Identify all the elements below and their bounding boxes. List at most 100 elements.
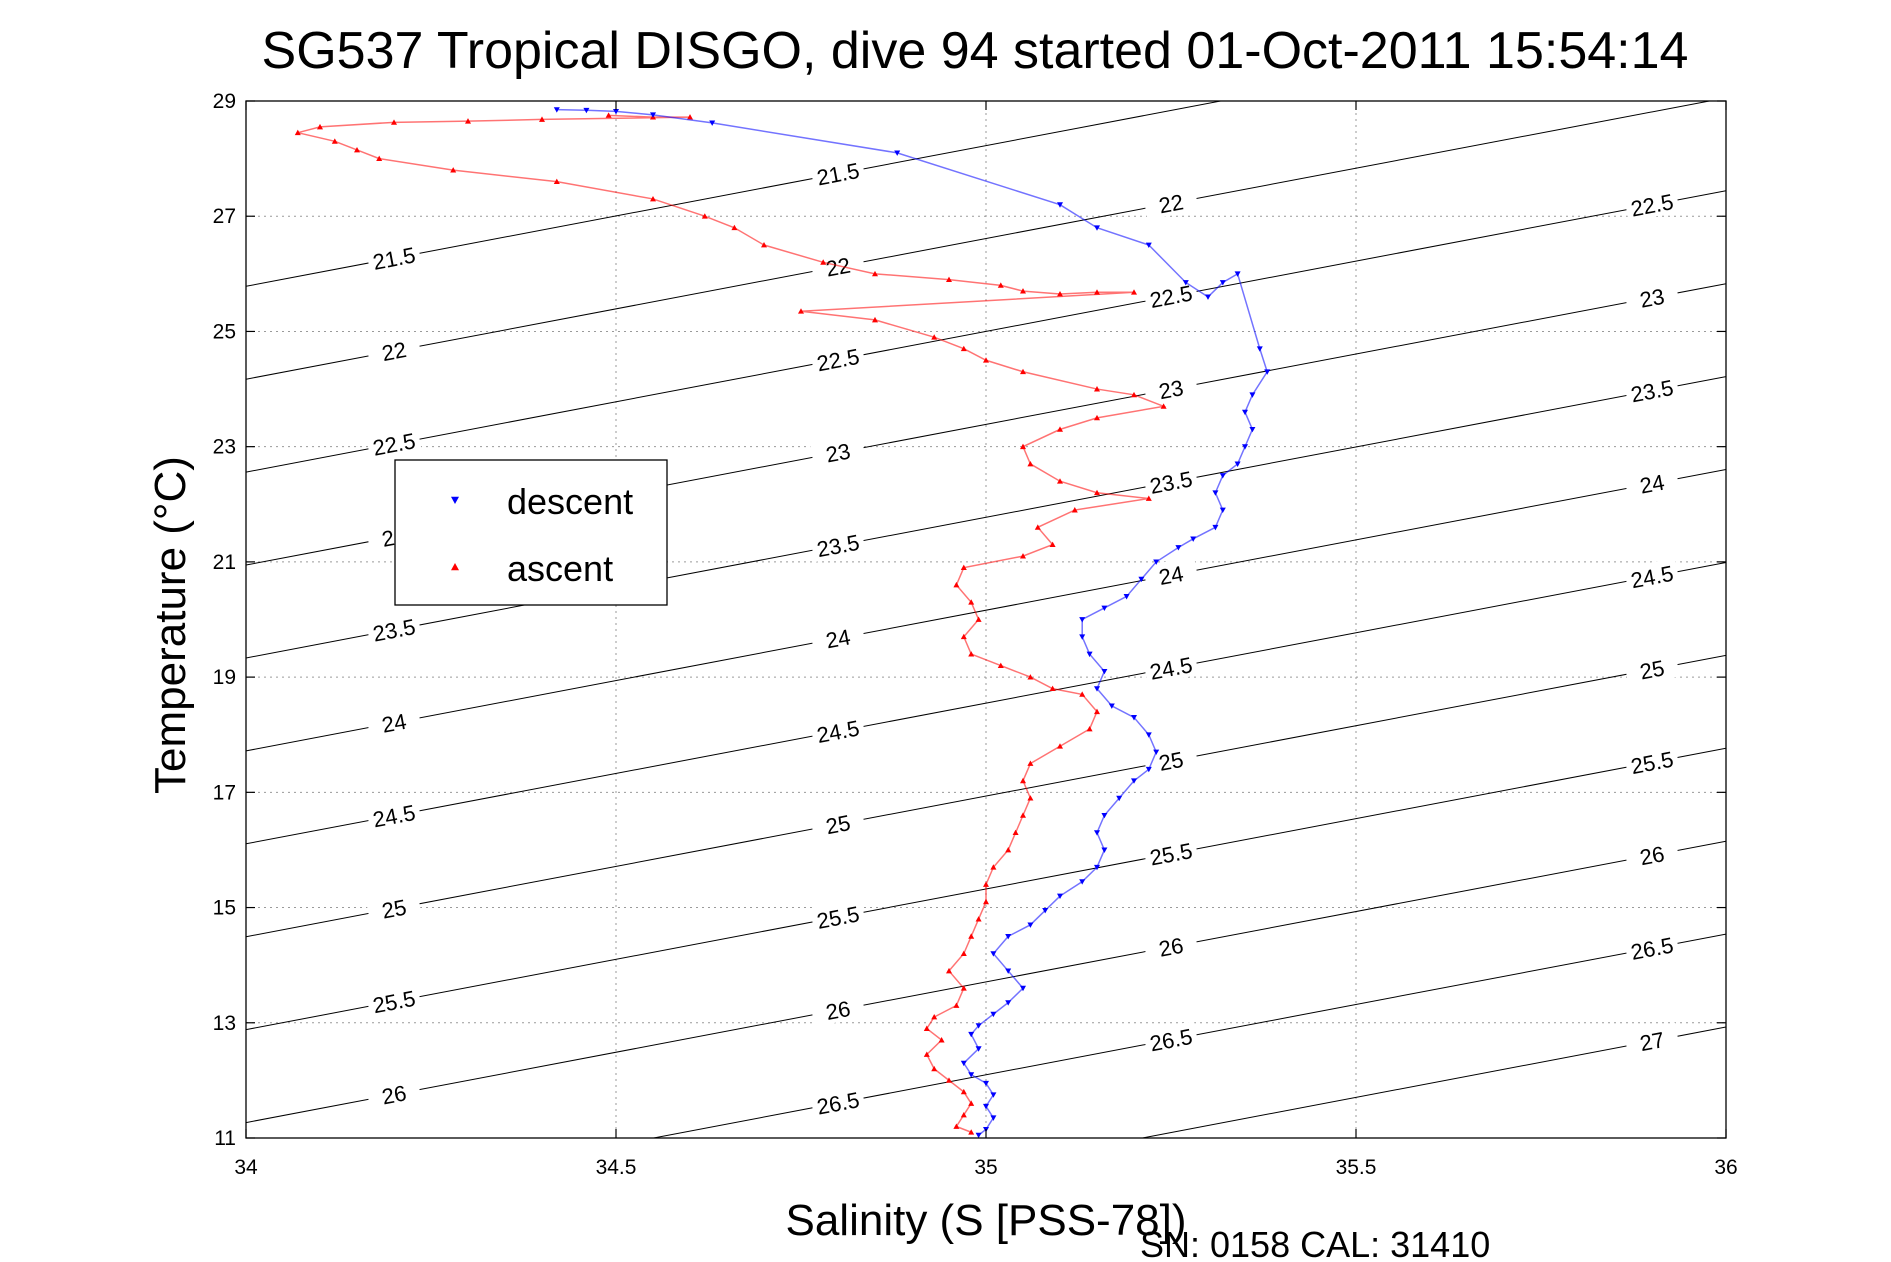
descent-point <box>1242 409 1248 416</box>
descent-point <box>1057 202 1063 208</box>
ascent-point <box>1027 460 1034 467</box>
descent-point <box>1005 968 1012 974</box>
descent-point <box>1094 864 1100 871</box>
isopycnal-label-bg <box>1623 650 1680 687</box>
isopycnal-label-bg <box>1623 186 1680 222</box>
legend-box <box>394 459 668 606</box>
descent-point <box>894 150 901 156</box>
ascent-point <box>354 146 360 153</box>
isopycnal-line <box>246 101 1713 380</box>
isopycnal-line <box>1139 1026 1726 1138</box>
isopycnal-label-bg <box>1623 743 1680 780</box>
ascent-trace <box>297 114 1167 1133</box>
isopycnal-label-bg <box>365 889 422 926</box>
ascent-point <box>761 242 767 248</box>
isopycnal-line <box>246 469 1726 752</box>
isopycnal-label: 27 <box>1638 1027 1667 1056</box>
descent-point <box>983 1103 989 1110</box>
descent-point <box>583 107 590 114</box>
descent-point <box>613 108 619 115</box>
ascent-point <box>539 116 545 122</box>
ascent-point <box>1020 443 1026 450</box>
ascent-point <box>1057 743 1063 749</box>
isopycnal-label: 25 <box>1638 655 1667 684</box>
chart-title: SG537 Tropical DISGO, dive 94 started 01… <box>262 22 1689 80</box>
descent-point <box>1131 715 1137 721</box>
ascent-point <box>450 167 457 173</box>
descent-point <box>990 951 997 957</box>
ascent-point <box>465 118 471 124</box>
descent-point <box>1219 473 1226 479</box>
ascent-point <box>1057 478 1063 484</box>
isopycnal-label-bg <box>365 982 422 1019</box>
ascent-point <box>953 1002 960 1008</box>
x-tick-label: 35 <box>974 1156 997 1179</box>
ascent-point <box>1145 495 1152 501</box>
descent-point <box>975 1046 982 1052</box>
isopycnal-line <box>650 933 1726 1138</box>
ascent-point <box>975 916 982 922</box>
ascent-point <box>983 881 989 887</box>
isopycnal-label: 26 <box>380 1080 409 1109</box>
isopycnal-label-bg <box>1142 556 1199 592</box>
descent-point <box>1219 280 1226 286</box>
ascent-point <box>391 119 397 125</box>
ascent-point <box>1020 812 1026 818</box>
isopycnal-label-bg <box>809 526 866 563</box>
ascent-point <box>820 259 827 265</box>
descent-point <box>1005 1000 1012 1006</box>
descent-point <box>1101 847 1108 853</box>
isopycnal-label: 26 <box>1638 841 1667 870</box>
isopycnal-label-bg <box>1623 929 1680 965</box>
y-tick-label: 25 <box>213 320 236 343</box>
isopycnal-label-bg <box>1623 836 1680 872</box>
ascent-point <box>923 1051 930 1057</box>
isopycnal-line <box>246 654 1726 938</box>
isopycnal-label-bg <box>365 239 422 275</box>
isopycnal-label-bg <box>1142 649 1199 685</box>
y-axis-label: Temperature (°C) <box>146 456 195 794</box>
x-axis-label: Salinity (S [PSS-78]) <box>785 1196 1186 1245</box>
isopycnal-label-bg <box>365 332 422 368</box>
isopycnal-label: 22 <box>380 337 409 366</box>
isopycnal-label-bg <box>1623 279 1680 315</box>
ascent-point <box>1079 691 1086 697</box>
ascent-point <box>946 276 952 282</box>
ascent-point <box>946 967 952 974</box>
y-tick-label: 17 <box>213 781 236 804</box>
ascent-point <box>1160 403 1167 409</box>
isopycnal-label-bg <box>365 425 422 461</box>
isopycnal-label: 23 <box>1157 375 1186 404</box>
y-tick-label: 11 <box>214 1127 236 1150</box>
isopycnal-label-bg <box>1623 464 1680 501</box>
descent-point <box>968 1031 975 1038</box>
isopycnal-label-bg <box>809 991 866 1027</box>
ascent-point <box>968 1129 975 1135</box>
isopycnal-label: 24 <box>1638 470 1667 499</box>
y-tick-label: 23 <box>213 436 236 459</box>
ascent-point <box>1027 760 1034 766</box>
isopycnal-label: 23 <box>1638 284 1667 313</box>
descent-point <box>983 1080 989 1087</box>
legend-marker-descent <box>451 496 459 504</box>
isopycnal-label-bg <box>809 619 866 655</box>
ascent-point <box>990 864 997 870</box>
isopycnal-label: 24 <box>380 709 409 738</box>
legend: descent ascent <box>394 459 668 606</box>
isopycnal-label-bg <box>809 433 866 470</box>
ascent-point <box>731 224 738 231</box>
descent-point <box>1212 524 1219 531</box>
ascent-point <box>1094 414 1100 421</box>
isopycnal-label-bg <box>809 1084 866 1120</box>
isopycnal-label-bg <box>365 611 422 647</box>
ascent-point <box>1049 685 1056 692</box>
descent-point <box>1234 461 1241 467</box>
isopycnal-label: 24 <box>1157 561 1186 590</box>
ascent-point <box>968 1100 975 1106</box>
descent-point <box>1079 634 1086 640</box>
ascent-point <box>960 950 967 957</box>
ascent-point <box>968 933 975 939</box>
ascent-point <box>983 898 989 905</box>
isopycnal-label-bg <box>809 898 866 934</box>
ascent-point <box>317 123 323 130</box>
